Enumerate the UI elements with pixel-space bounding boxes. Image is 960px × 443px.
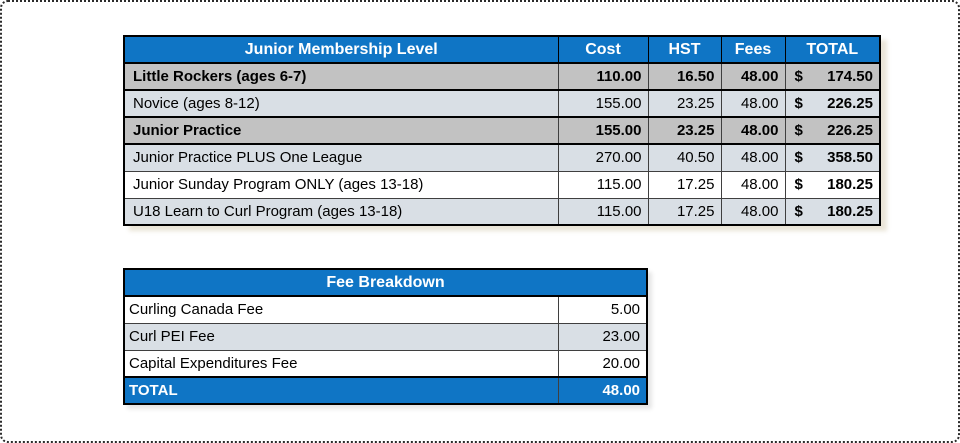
fee-label: Curling Canada Fee	[123, 295, 559, 324]
fee-label: Capital Expenditures Fee	[123, 349, 559, 378]
total-amount: 174.50	[827, 68, 873, 85]
currency-symbol: $	[794, 122, 803, 139]
table-row: Junior Practice 155.00 23.25 48.00 $ 226…	[123, 116, 881, 145]
currency-symbol: $	[794, 68, 803, 85]
fee-table-header-row: Fee Breakdown	[123, 268, 648, 297]
table-row: Curling Canada Fee 5.00	[123, 295, 648, 324]
column-header-total: TOTAL	[784, 35, 881, 64]
row-label: U18 Learn to Curl Program (ages 13-18)	[123, 197, 559, 226]
table-row: Junior Practice PLUS One League 270.00 4…	[123, 143, 881, 172]
row-total: $ 226.25	[784, 116, 881, 145]
row-hst: 17.25	[647, 197, 722, 226]
row-fees: 48.00	[720, 116, 786, 145]
row-hst: 16.50	[647, 62, 722, 91]
row-hst: 23.25	[647, 116, 722, 145]
total-amount: 226.25	[827, 122, 873, 139]
total-amount: 226.25	[827, 95, 873, 112]
row-hst: 23.25	[647, 89, 722, 118]
column-header-hst: HST	[647, 35, 722, 64]
fee-total-label: TOTAL	[123, 376, 559, 405]
row-label: Novice (ages 8-12)	[123, 89, 559, 118]
total-amount: 180.25	[827, 176, 873, 193]
row-total: $ 180.25	[784, 197, 881, 226]
column-header-fees: Fees	[720, 35, 786, 64]
row-hst: 17.25	[647, 170, 722, 199]
currency-symbol: $	[794, 202, 803, 220]
table-row: Novice (ages 8-12) 155.00 23.25 48.00 $ …	[123, 89, 881, 118]
fee-value: 23.00	[557, 322, 648, 351]
table-row: Capital Expenditures Fee 20.00	[123, 349, 648, 378]
row-fees: 48.00	[720, 143, 786, 172]
membership-table-header-row: Junior Membership Level Cost HST Fees TO…	[123, 35, 881, 64]
row-label: Junior Practice PLUS One League	[123, 143, 559, 172]
currency-symbol: $	[794, 149, 803, 167]
total-amount: 358.50	[827, 149, 873, 167]
row-cost: 270.00	[557, 143, 649, 172]
row-total: $ 180.25	[784, 170, 881, 199]
column-header-cost: Cost	[557, 35, 649, 64]
row-fees: 48.00	[720, 170, 786, 199]
membership-table-title: Junior Membership Level	[123, 35, 559, 64]
table-row: U18 Learn to Curl Program (ages 13-18) 1…	[123, 197, 881, 226]
fee-value: 5.00	[557, 295, 648, 324]
table-row: Curl PEI Fee 23.00	[123, 322, 648, 351]
currency-symbol: $	[794, 176, 803, 193]
row-label: Little Rockers (ages 6-7)	[123, 62, 559, 91]
row-cost: 110.00	[557, 62, 649, 91]
row-fees: 48.00	[720, 89, 786, 118]
row-label: Junior Sunday Program ONLY (ages 13-18)	[123, 170, 559, 199]
row-cost: 115.00	[557, 197, 649, 226]
table-row: Little Rockers (ages 6-7) 110.00 16.50 4…	[123, 62, 881, 91]
fee-table-title: Fee Breakdown	[123, 268, 648, 297]
total-amount: 180.25	[827, 202, 873, 220]
fee-label: Curl PEI Fee	[123, 322, 559, 351]
row-cost: 155.00	[557, 116, 649, 145]
row-total: $ 226.25	[784, 89, 881, 118]
row-cost: 115.00	[557, 170, 649, 199]
row-fees: 48.00	[720, 62, 786, 91]
fee-value: 20.00	[557, 349, 648, 378]
row-cost: 155.00	[557, 89, 649, 118]
fee-total-value: 48.00	[557, 376, 648, 405]
row-total: $ 358.50	[784, 143, 881, 172]
row-fees: 48.00	[720, 197, 786, 226]
row-label: Junior Practice	[123, 116, 559, 145]
membership-table: Junior Membership Level Cost HST Fees TO…	[123, 35, 881, 226]
currency-symbol: $	[794, 95, 803, 112]
fee-total-row: TOTAL 48.00	[123, 376, 648, 405]
row-total: $ 174.50	[784, 62, 881, 91]
fee-breakdown-table: Fee Breakdown Curling Canada Fee 5.00 Cu…	[123, 268, 649, 405]
table-row: Junior Sunday Program ONLY (ages 13-18) …	[123, 170, 881, 199]
row-hst: 40.50	[647, 143, 722, 172]
